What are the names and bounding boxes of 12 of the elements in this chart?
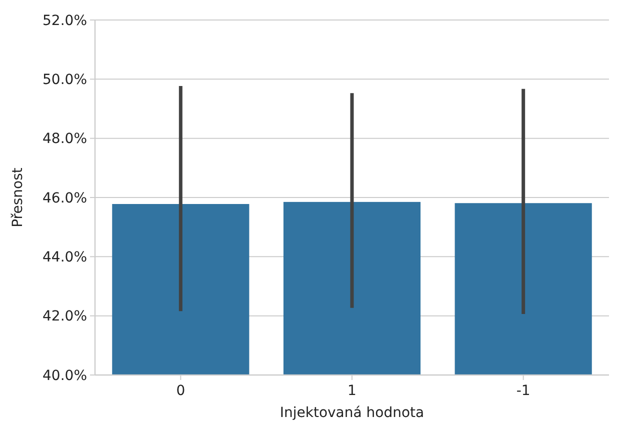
y-tick-label: 44.0% xyxy=(42,250,87,266)
x-tick-label: 1 xyxy=(348,383,356,399)
y-axis-title: Přesnost xyxy=(10,167,26,228)
y-tick-label: 52.0% xyxy=(42,12,87,29)
y-tick-label: 46.0% xyxy=(42,190,87,206)
y-tick-label: 48.0% xyxy=(42,131,87,148)
x-axis-title: Injektovaná hodnota xyxy=(280,405,424,421)
y-tick-label: 42.0% xyxy=(42,308,87,325)
y-tick-label: 40.0% xyxy=(42,368,87,384)
x-tick-label: 0 xyxy=(176,383,186,399)
x-tick-label: -1 xyxy=(516,383,530,399)
y-tick-label: 50.0% xyxy=(42,72,87,88)
